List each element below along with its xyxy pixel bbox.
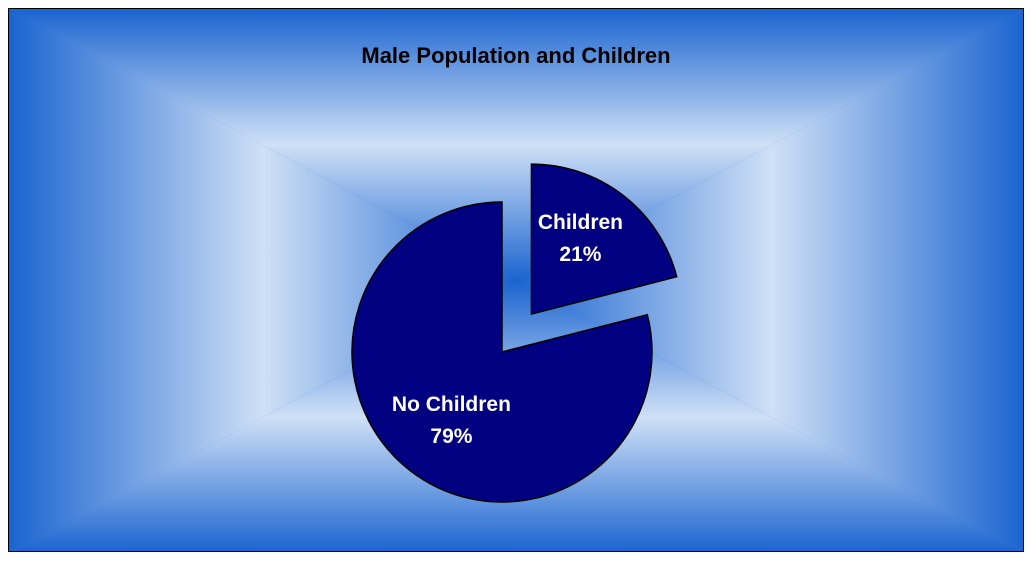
chart-title: Male Population and Children xyxy=(361,43,671,68)
chart-area: Male Population and Children Children 21%… xyxy=(8,8,1024,552)
slice-label-no-children: No Children xyxy=(392,393,511,416)
slice-label-children: Children xyxy=(538,211,623,234)
slice-value-no-children: 79% xyxy=(430,425,472,448)
slice-value-children: 21% xyxy=(559,243,601,266)
pie-chart: Children 21% No Children 79% xyxy=(351,163,678,503)
pie-slice-no-children xyxy=(351,201,653,503)
pie-slice-children xyxy=(530,163,678,316)
